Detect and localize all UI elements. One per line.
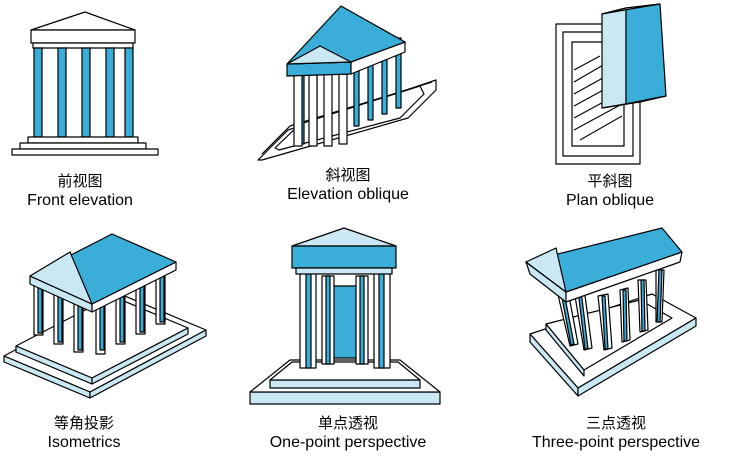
- caption-front-elevation: 前视图 Front elevation: [0, 174, 160, 209]
- caption-zh: 单点透视: [317, 414, 378, 432]
- caption-en: Plan oblique: [565, 192, 655, 209]
- caption-en: Elevation oblique: [287, 186, 409, 203]
- caption-en: Front elevation: [27, 192, 133, 209]
- caption-en: Isometrics: [47, 434, 121, 451]
- caption-one-point-perspective: 单点透视 One-point perspective: [248, 416, 448, 451]
- caption-zh: 斜视图: [325, 166, 371, 184]
- caption-zh: 前视图: [57, 172, 103, 190]
- caption-zh: 三点透视: [585, 414, 646, 432]
- caption-en: Three-point perspective: [531, 434, 701, 451]
- caption-plan-oblique: 平斜图 Plan oblique: [530, 174, 690, 209]
- caption-isometrics: 等角投影 Isometrics: [4, 416, 164, 451]
- caption-elevation-oblique: 斜视图 Elevation oblique: [260, 168, 436, 203]
- caption-zh: 平斜图: [587, 172, 633, 190]
- caption-three-point-perspective: 三点透视 Three-point perspective: [506, 416, 726, 451]
- caption-zh: 等角投影: [53, 414, 114, 432]
- caption-en: One-point perspective: [269, 434, 427, 451]
